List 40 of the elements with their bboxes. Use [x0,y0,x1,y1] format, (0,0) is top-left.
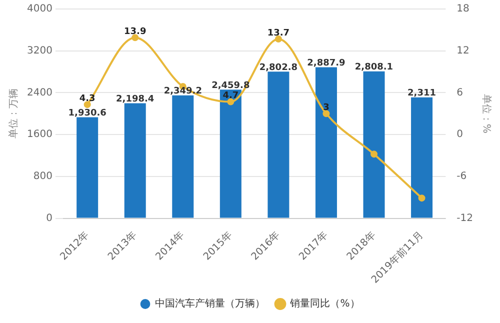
data-label: 3 [323,103,330,113]
y-tick-label: 4000 [26,4,52,15]
y2-axis-title: 单位：% [480,94,492,134]
data-label: 2,808.1 [354,62,394,73]
y2-tick-label: -6 [456,171,467,182]
bar [411,97,433,218]
bar [220,90,242,218]
data-label: 4.7 [222,91,239,102]
point [418,194,426,202]
point [370,150,378,158]
point [322,110,330,118]
y-tick-label: 1600 [26,129,52,140]
y2-tick-label: -12 [456,212,474,224]
data-label: 2,802.8 [259,62,298,73]
data-label: 1,930.6 [68,108,106,119]
y2-tick-label: 0 [456,129,464,140]
point [274,36,282,42]
data-label: 2,887.9 [307,58,346,69]
y2-tick-label: 6 [456,87,464,98]
bar [268,72,290,218]
legend-label: 销量同比（%） [289,298,360,310]
bar [172,95,194,218]
point [227,98,234,106]
bar [315,67,337,218]
y-tick-label: 2400 [26,87,52,98]
bar [363,71,385,218]
y2-tick-label: 12 [456,45,470,56]
data-label: 13.9 [124,26,146,37]
point [132,34,139,42]
bar [124,103,146,218]
y-axis-title: 单位：万辆 [8,88,20,139]
bar [76,117,98,218]
legend-label: 中国汽车产销量（万辆） [155,298,266,310]
data-label: 2,311 [408,88,436,99]
y-tick-label: 3200 [26,45,52,56]
y-tick-label: 800 [33,171,52,182]
data-label: 13.7 [267,28,290,38]
y2-tick-label: 18 [456,4,470,15]
y-tick-label: 0 [46,212,52,224]
data-label: 2,198.4 [116,94,154,105]
